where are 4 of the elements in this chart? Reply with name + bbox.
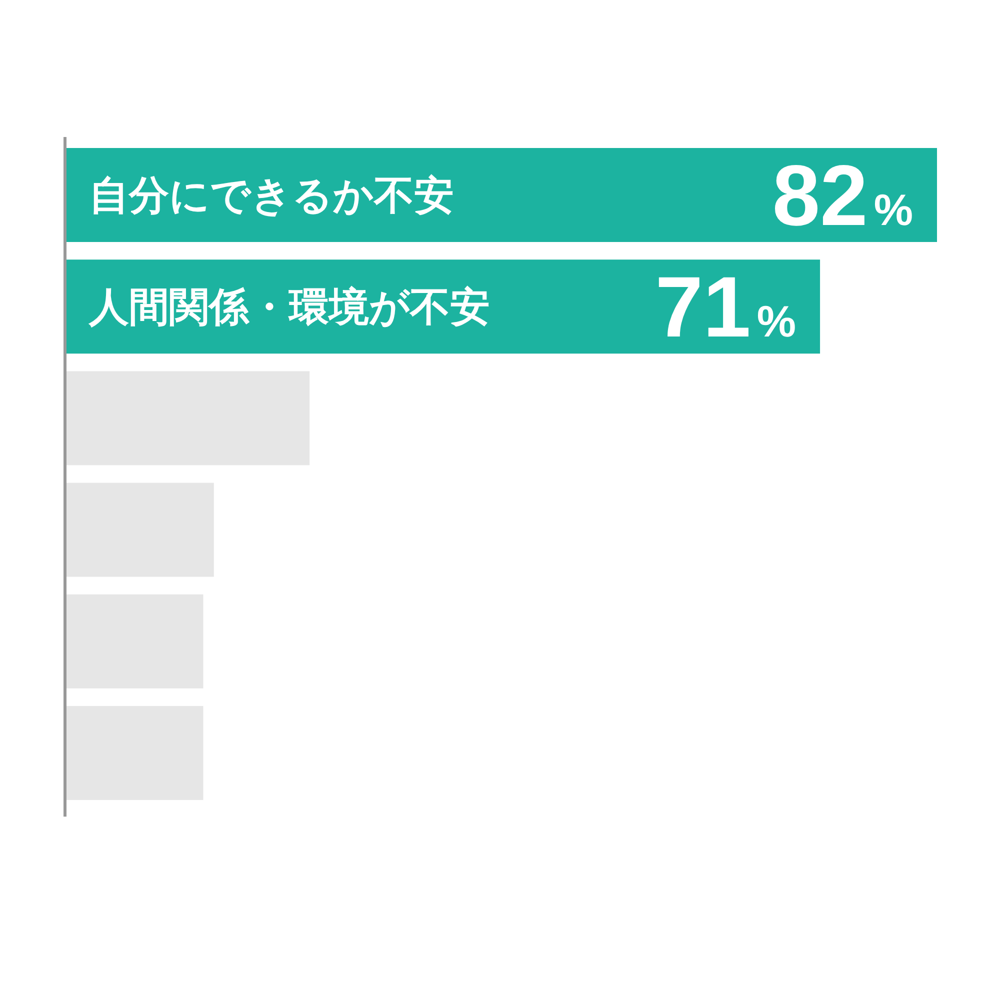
data-label: 71%	[655, 260, 796, 356]
y-tick-label: 自分にできるか不安	[89, 174, 454, 218]
data-label: 82%	[772, 148, 913, 244]
y-tick-label: 人間関係・環境が不安	[88, 286, 490, 330]
